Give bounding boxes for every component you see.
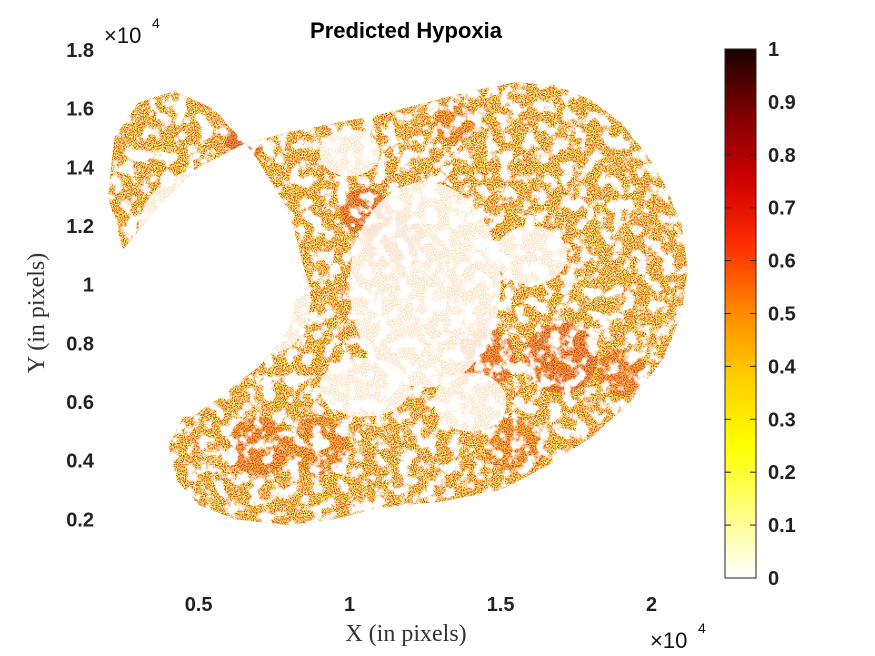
void-region-4: [434, 372, 507, 432]
y-tick-label-7: 1.6: [66, 99, 94, 121]
y-tick-label-1: 0.4: [66, 451, 95, 473]
x-tick-label-0: 0.5: [185, 594, 213, 616]
x-tick-label-1: 1: [344, 594, 355, 616]
y-axis-label: Y (in pixels): [24, 253, 50, 373]
y-multiplier-exponent: 4: [152, 15, 160, 31]
colorbar-tick-label-3: 0.3: [768, 409, 796, 431]
colorbar-tick-label-0: 0: [768, 568, 779, 590]
y-multiplier: ×10 4: [104, 15, 160, 48]
y-tick-label-6: 1.4: [66, 157, 95, 179]
colorbar-tick-label-10: 1: [768, 39, 779, 61]
colorbar-tick-label-9: 0.9: [768, 92, 796, 114]
colorbar-tick-label-4: 0.4: [768, 356, 797, 378]
colorbar-tick-label-2: 0.2: [768, 462, 796, 484]
y-tick-label-3: 0.8: [66, 333, 94, 355]
void-region-3: [319, 358, 411, 417]
colorbar-tick-label-1: 0.1: [768, 515, 796, 537]
y-tick-label-2: 0.6: [66, 392, 94, 414]
colorbar-tick-label-6: 0.6: [768, 251, 796, 273]
y-tick-label-8: 1.8: [66, 40, 94, 62]
colorbar-tick-label-5: 0.5: [768, 304, 796, 326]
x-axis-ticks: 0.5 1 1.5 2: [185, 594, 657, 616]
y-tick-label-4: 1: [83, 275, 94, 297]
void-region-5: [494, 226, 568, 285]
colorbar-tick-label-8: 0.8: [768, 145, 796, 167]
colorbar: 0 0.1 0.2 0.3 0.4 0.5 0.6 0.7 0.8 0.9 1: [724, 39, 797, 590]
void-region-2: [349, 182, 501, 388]
void-region-0: [138, 167, 290, 297]
y-tick-label-0: 0.2: [66, 509, 94, 531]
x-axis-label: X (in pixels): [345, 621, 466, 647]
y-tick-label-5: 1.2: [66, 216, 94, 238]
colorbar-tick-label-7: 0.7: [768, 198, 796, 220]
x-multiplier-base: ×10: [650, 628, 687, 653]
colorbar-ticks: 0 0.1 0.2 0.3 0.4 0.5 0.6 0.7 0.8 0.9 1: [725, 39, 797, 590]
chart-title: Predicted Hypoxia: [310, 18, 503, 43]
x-tick-label-3: 2: [646, 594, 657, 616]
void-region-6: [319, 129, 380, 177]
x-tick-label-2: 1.5: [487, 594, 515, 616]
x-multiplier-exponent: 4: [698, 620, 706, 636]
hotspot-9: [666, 349, 685, 367]
void-region-1: [237, 246, 311, 353]
x-multiplier: ×10 4: [650, 620, 706, 653]
y-axis-ticks: 0.2 0.4 0.6 0.8 1 1.2 1.4 1.6 1.8: [66, 40, 95, 531]
y-multiplier-base: ×10: [104, 23, 141, 48]
